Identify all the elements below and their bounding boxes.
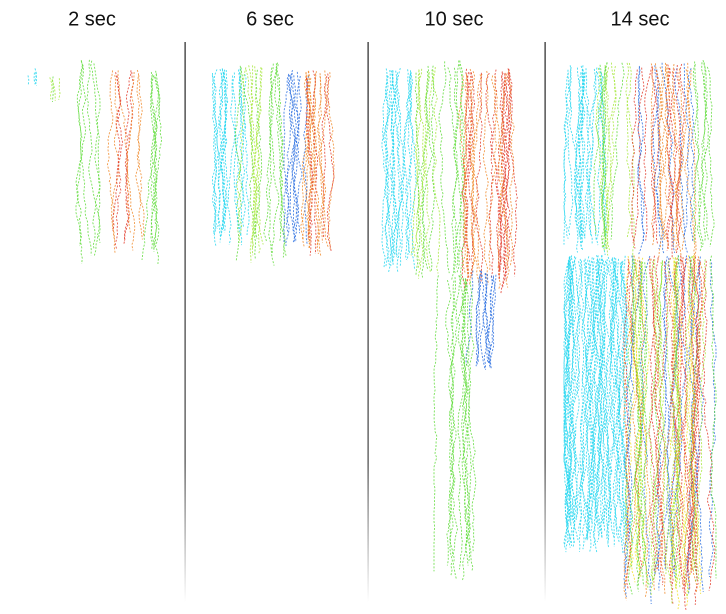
panel-separator bbox=[185, 42, 186, 602]
panel-separator bbox=[368, 42, 369, 602]
figure: 2 sec 6 sec 10 sec 14 sec bbox=[0, 0, 726, 614]
panel-label: 2 sec bbox=[68, 8, 116, 30]
panel-separator bbox=[545, 42, 546, 602]
panel-label: 10 sec bbox=[425, 8, 484, 30]
panel-label: 14 sec bbox=[611, 8, 670, 30]
panel-label: 6 sec bbox=[246, 8, 294, 30]
background bbox=[0, 0, 726, 614]
